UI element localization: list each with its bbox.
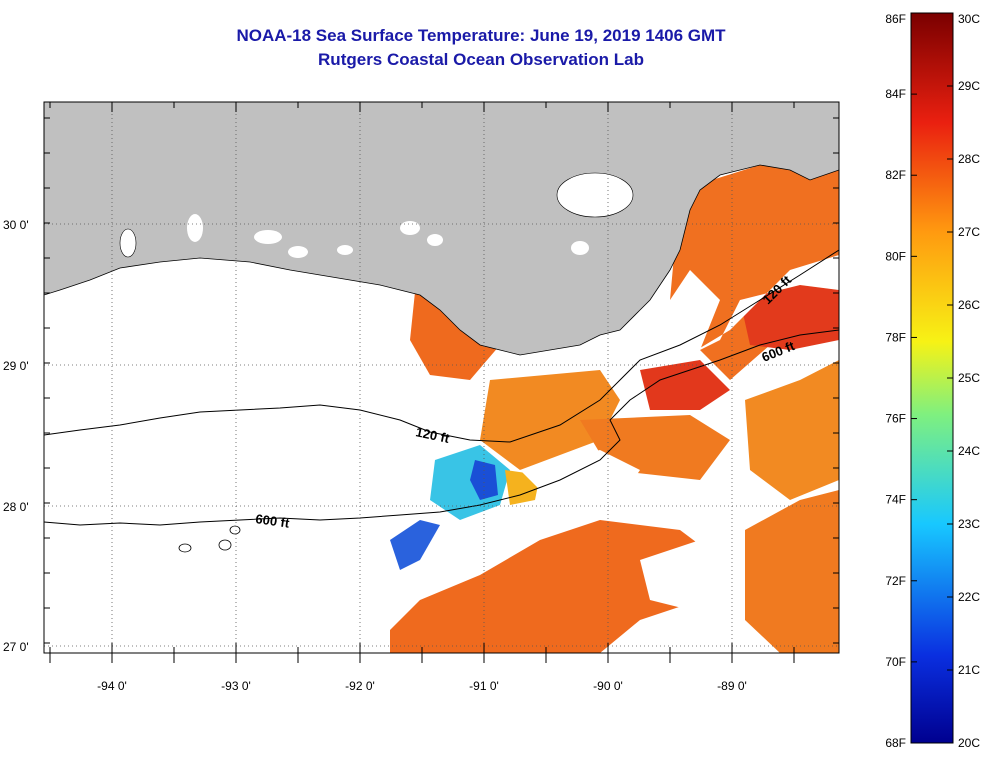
colorbar-label-f: 70F: [885, 655, 906, 669]
sst-patch-east-lower: [745, 360, 839, 500]
lon-label-89: -89 0': [717, 679, 747, 693]
colorbar-label-f: 86F: [885, 12, 906, 26]
lake-1: [556, 172, 634, 218]
colorbar-label-f: 82F: [885, 168, 906, 182]
contour-600ft: [44, 329, 839, 526]
lake-9: [571, 241, 589, 255]
colorbar-label-c: 30C: [958, 12, 980, 26]
sst-patch-southeast: [745, 490, 839, 653]
cloud-mask-1: [680, 255, 839, 360]
sst-patch-cold-sw: [390, 520, 440, 570]
lat-label-28: 28 0': [3, 500, 29, 514]
lon-label-91: -91 0': [469, 679, 499, 693]
colorbar-label-f: 76F: [885, 412, 906, 426]
cloud-mask-3: [520, 450, 640, 510]
contour-label-120-west: 120 ft: [414, 424, 451, 446]
colorbar-label-f: 68F: [885, 736, 906, 750]
lon-label-92: -92 0': [345, 679, 375, 693]
colorbar-label-f: 78F: [885, 330, 906, 344]
lon-label-90: -90 0': [593, 679, 623, 693]
contour-label-600-west: 600 ft: [255, 511, 291, 531]
map-subtitle: Rutgers Coastal Ocean Observation Lab: [318, 50, 644, 69]
colorbar: [910, 12, 954, 744]
colorbar-label-c: 29C: [958, 79, 980, 93]
sst-patch-south: [390, 520, 720, 653]
lake-2: [119, 228, 137, 258]
colorbar-label-f: 74F: [885, 493, 906, 507]
lon-label-94: -94 0': [97, 679, 127, 693]
lake-8: [427, 234, 443, 246]
colorbar-label-c: 22C: [958, 590, 980, 604]
bank-1: [178, 543, 192, 553]
lake-6: [337, 245, 353, 255]
lat-label-29: 29 0': [3, 359, 29, 373]
colorbar-label-f: 80F: [885, 249, 906, 263]
lat-label-30: 30 0': [3, 218, 29, 232]
bank-3: [229, 525, 241, 535]
sst-patch-east-hot: [740, 285, 839, 350]
bank-2: [218, 539, 232, 551]
lat-label-27: 27 0': [3, 640, 29, 654]
colorbar-label-c: 23C: [958, 517, 980, 531]
lake-3: [187, 214, 203, 242]
colorbar-label-f: 84F: [885, 87, 906, 101]
colorbar-label-c: 27C: [958, 225, 980, 239]
graticule: [44, 102, 839, 653]
lake-7: [400, 221, 420, 235]
colorbar-label-c: 26C: [958, 298, 980, 312]
land-area: [44, 102, 839, 356]
colorbar-label-c: 24C: [958, 444, 980, 458]
map-title: NOAA-18 Sea Surface Temperature: June 19…: [236, 26, 726, 45]
colorbar-label-c: 20C: [958, 736, 980, 750]
cloud-mask-2: [640, 540, 745, 610]
colorbar-label-c: 28C: [958, 152, 980, 166]
lon-label-93: -93 0': [221, 679, 251, 693]
colorbar-label-c: 25C: [958, 371, 980, 385]
colorbar-label-f: 72F: [885, 574, 906, 588]
contour-120ft: [44, 249, 839, 443]
colorbar-label-c: 21C: [958, 663, 980, 677]
sst-patch-mid: [480, 370, 620, 470]
lake-4: [254, 230, 282, 244]
lake-5: [288, 246, 308, 258]
sst-patch-center-hot: [640, 360, 730, 410]
sst-patch-cold: [470, 460, 498, 500]
